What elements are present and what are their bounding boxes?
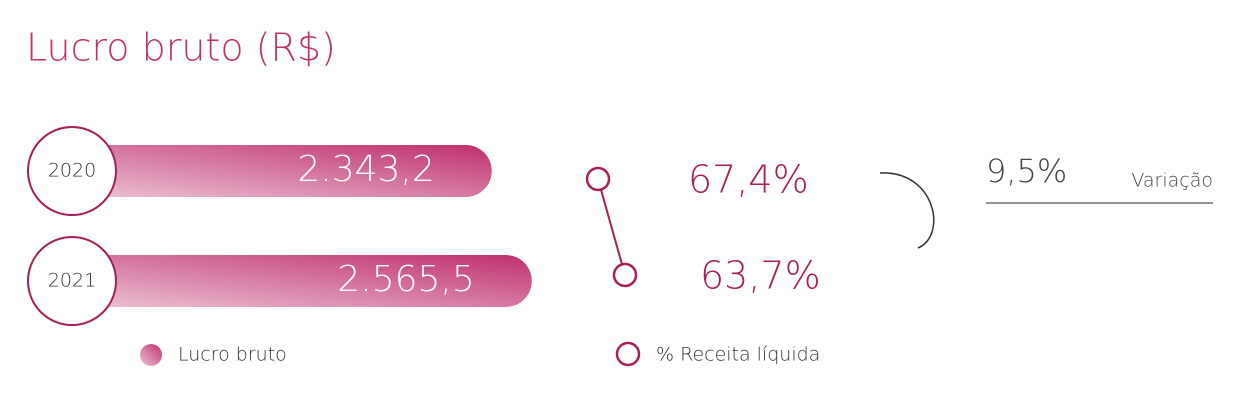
legend-swatch (140, 344, 162, 366)
year-circle (27, 126, 117, 216)
legend-label: % Receita líquida (656, 344, 820, 366)
bar-label: 2.565,5 (337, 259, 474, 300)
bracket (879, 172, 935, 249)
bar (70, 255, 532, 307)
percent-label: 63,7% (700, 254, 821, 298)
bar (70, 145, 492, 197)
percent-dot (612, 262, 638, 288)
category-label: 2020 (48, 160, 96, 182)
year-circle (27, 236, 117, 326)
percent-label: 67,4% (688, 158, 809, 202)
category-label: 2021 (48, 270, 96, 292)
variation-label: Variação (1131, 170, 1213, 192)
percent-dot (585, 166, 611, 192)
legend-swatch (615, 341, 641, 367)
variation-value: 9,5% (986, 152, 1067, 190)
chart-title: Lucro bruto (R$) (26, 26, 336, 70)
connector (597, 178, 626, 276)
legend-label: Lucro bruto (178, 344, 287, 366)
bar-label: 2.343,2 (297, 149, 434, 190)
